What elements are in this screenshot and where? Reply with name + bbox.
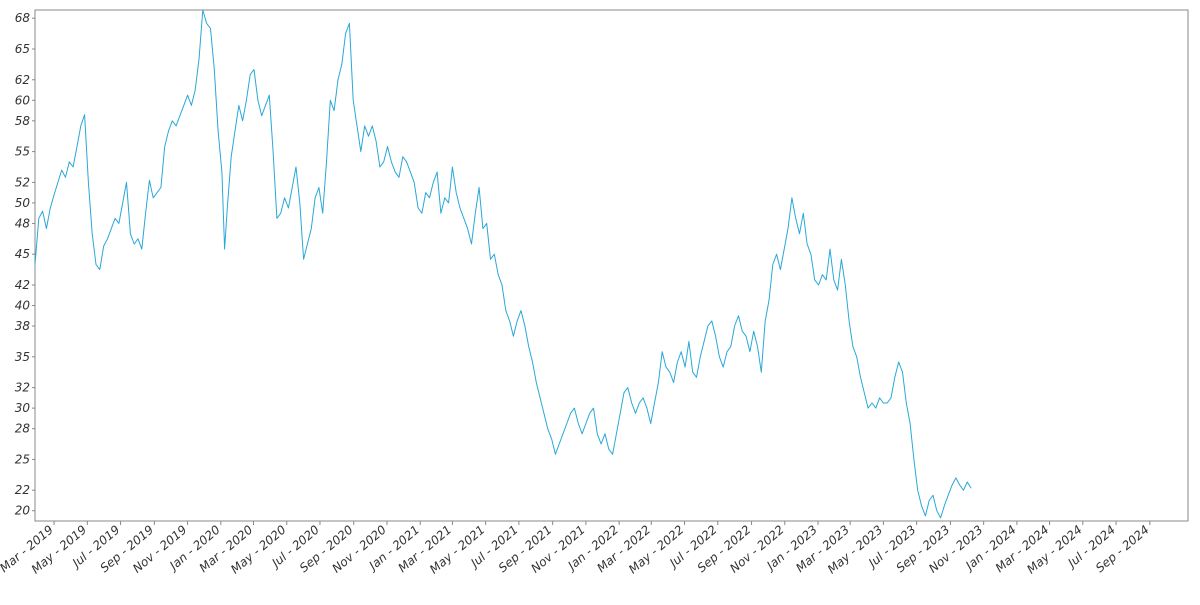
plot-frame <box>34 9 1189 522</box>
y-tick-label: 48 <box>15 216 31 230</box>
y-axis: 20 22 25 28 30 32 35 38 40 42 45 48 50 52 55 58 60 62 65 68 <box>15 11 35 518</box>
y-tick-label: 20 <box>15 504 31 518</box>
y-tick-label: 40 <box>15 299 31 313</box>
y-tick-label: 42 <box>15 278 30 292</box>
y-tick-label: 22 <box>15 483 30 497</box>
y-tick-label: 62 <box>15 73 30 87</box>
y-tick-label: 68 <box>15 11 31 25</box>
series-line <box>34 9 972 519</box>
y-tick-label: 45 <box>15 247 30 261</box>
series-layer <box>34 9 972 519</box>
y-tick-label: 58 <box>15 114 31 128</box>
y-tick-label: 65 <box>15 42 30 56</box>
y-tick-label: 55 <box>15 145 30 159</box>
y-tick-label: 52 <box>15 175 30 189</box>
y-tick-label: 30 <box>15 401 31 415</box>
y-tick-label: 38 <box>15 319 31 333</box>
y-tick-label: 28 <box>15 422 31 436</box>
y-tick-label: 25 <box>15 452 30 466</box>
y-tick-label: 50 <box>15 196 31 210</box>
y-tick-label: 60 <box>15 93 31 107</box>
y-tick-label: 35 <box>15 350 30 364</box>
y-tick-label: 32 <box>15 381 30 395</box>
